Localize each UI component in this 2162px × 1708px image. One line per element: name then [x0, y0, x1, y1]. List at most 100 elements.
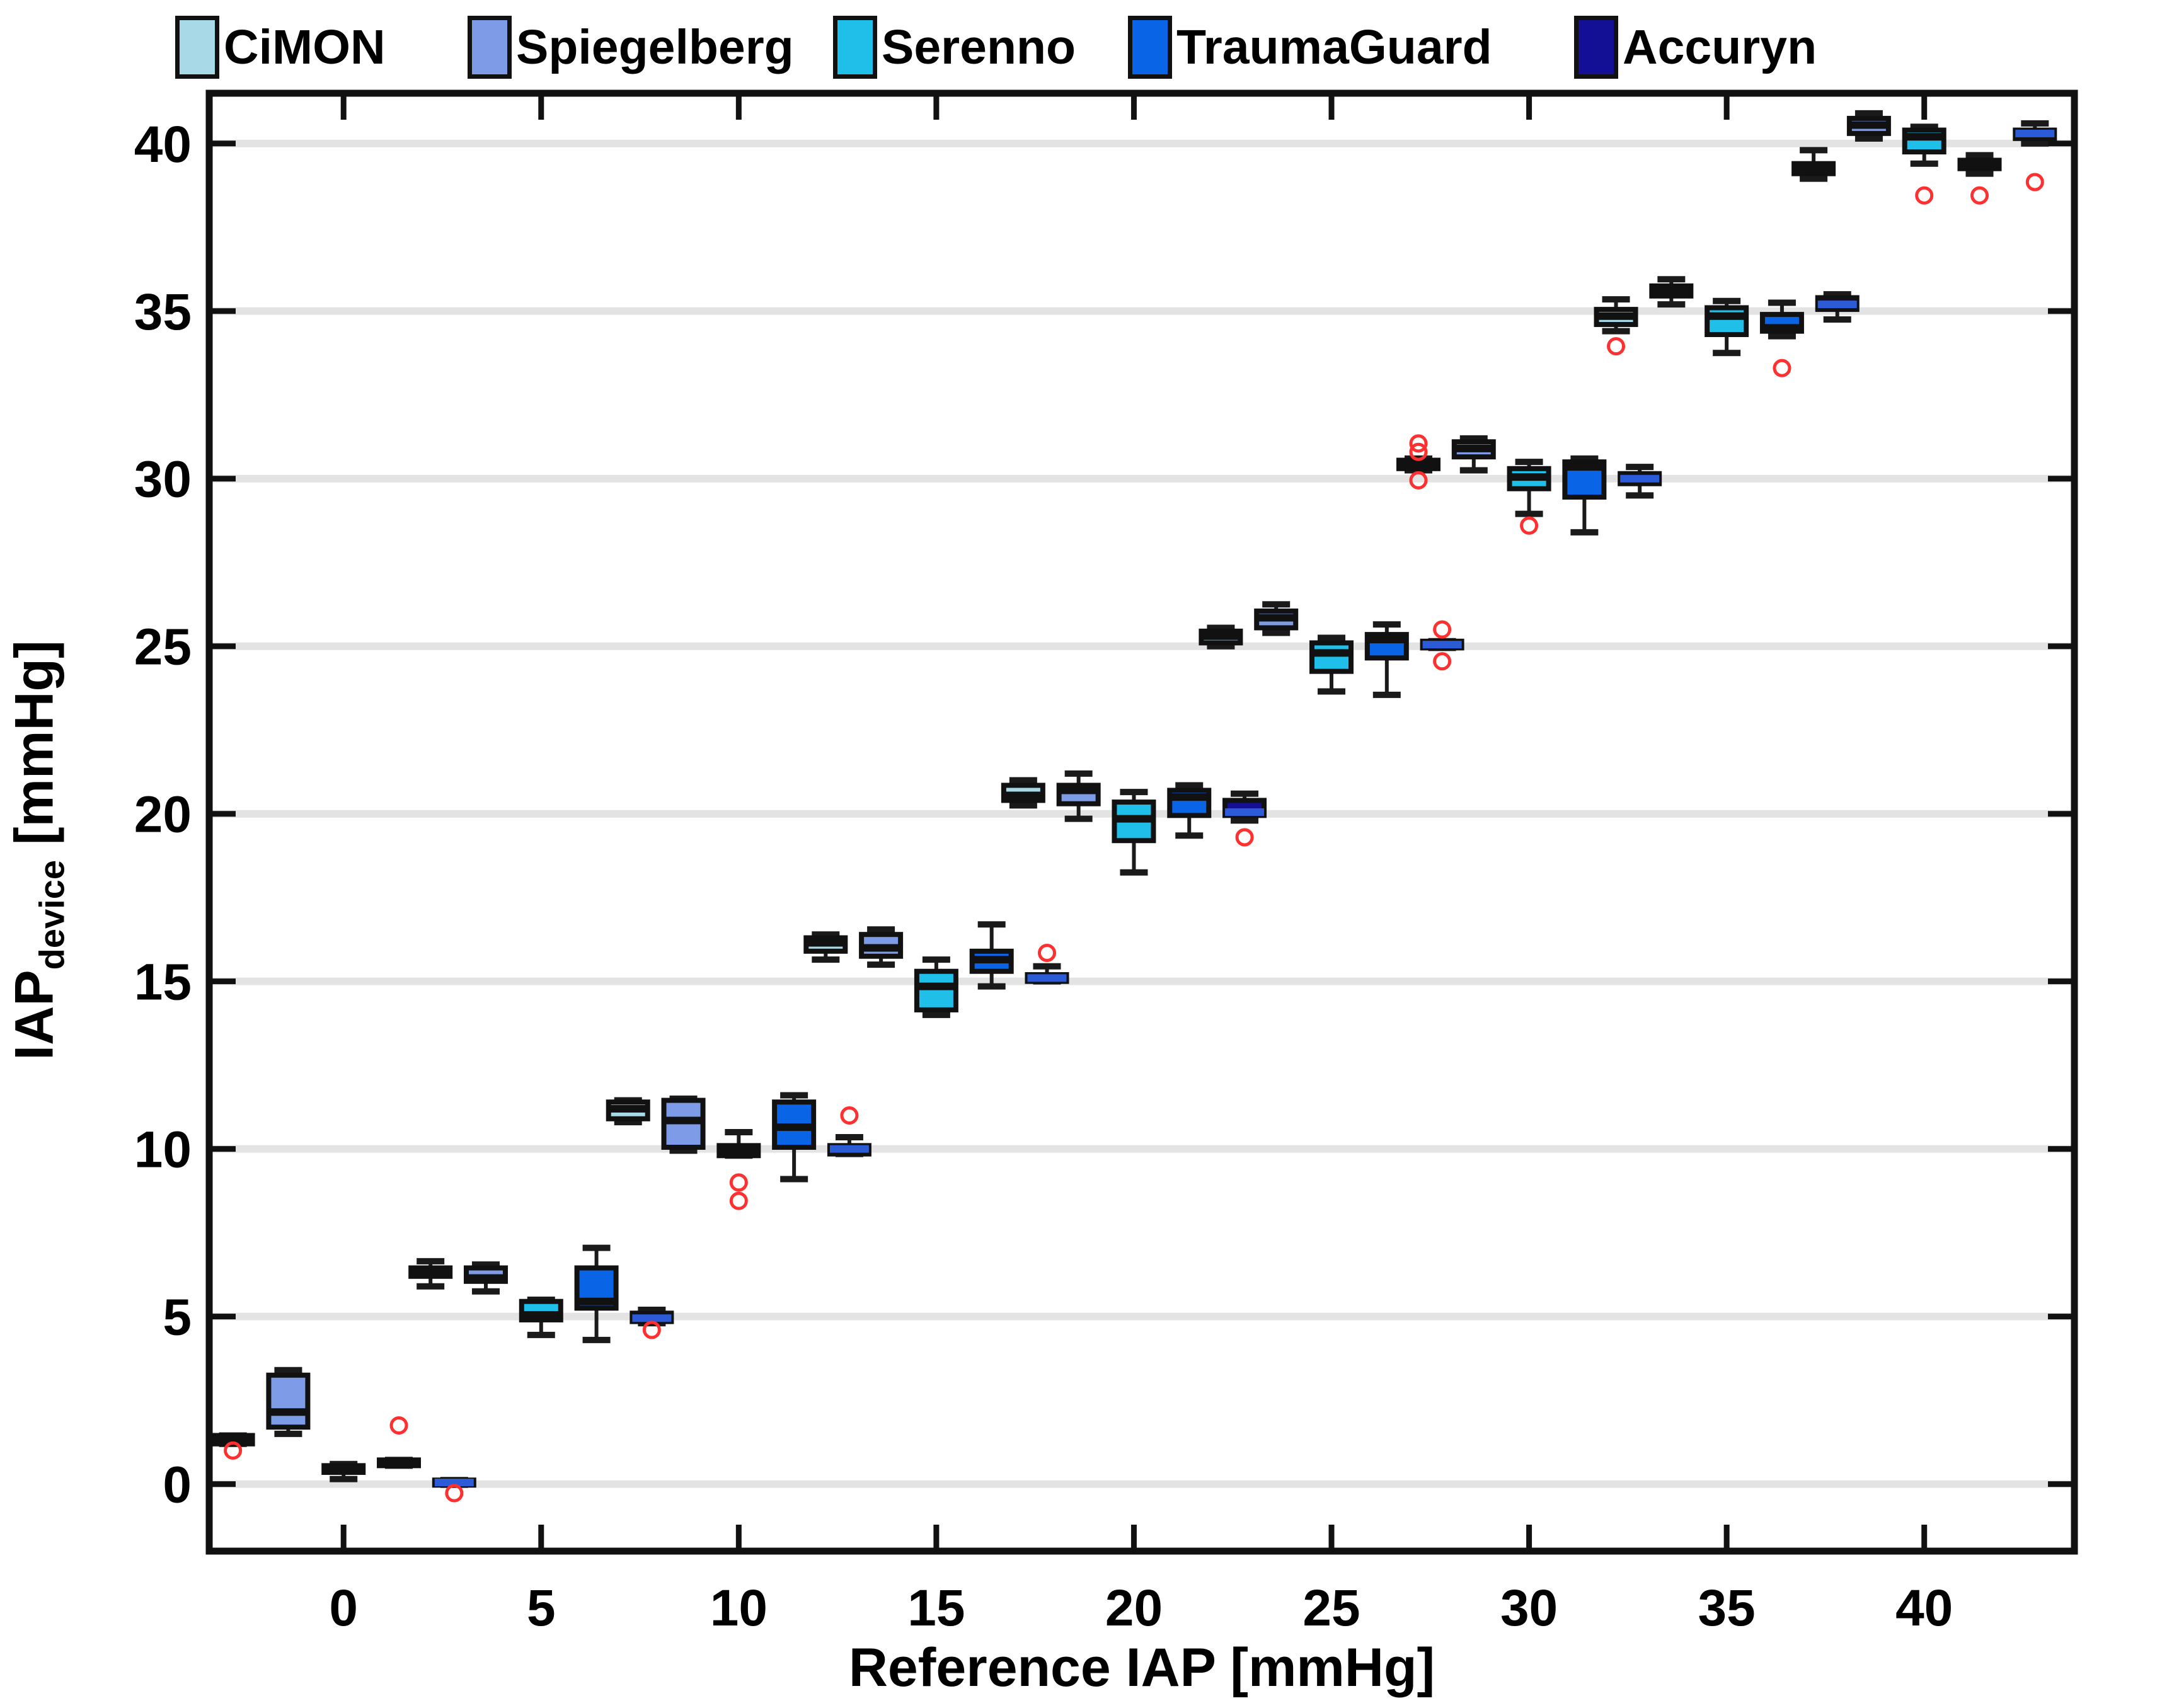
box-rect [914, 968, 958, 1012]
box-serenno-ref20 [1112, 789, 1156, 876]
outlier-marker [1433, 652, 1452, 671]
box-traumaguard-ref15 [969, 921, 1014, 990]
y-tick-label-25: 25 [134, 619, 192, 676]
legend-item-serenno: Serenno [833, 10, 1076, 84]
x-tick-label-0: 0 [329, 1579, 358, 1637]
box-traumaguard-ref10 [772, 1092, 817, 1183]
box-accuryn-ref35 [1815, 291, 1860, 323]
box-serenno-ref5 [519, 1297, 563, 1338]
box-serenno-ref25 [1309, 634, 1354, 695]
outlier-marker [1409, 471, 1428, 490]
box-traumaguard-ref30 [1562, 455, 1607, 536]
box-spiegelberg-ref30 [1451, 435, 1496, 474]
box-accuryn-ref30 [1618, 464, 1662, 499]
y-axis-label-subscript: device [32, 860, 72, 970]
outlier-marker [729, 1173, 748, 1192]
box-traumaguard-ref25 [1364, 621, 1409, 698]
box-serenno-ref0 [321, 1460, 366, 1482]
box-rect [1705, 305, 1749, 338]
y-tick-label-15: 15 [134, 954, 192, 1011]
legend-label-spiegelberg: Spiegelberg [516, 20, 794, 74]
box-accuryn-ref25 [1420, 620, 1464, 671]
box-accuryn-ref10 [827, 1106, 871, 1157]
outlier-marker [1037, 943, 1056, 962]
outlier-marker [2025, 173, 2044, 192]
box-spiegelberg-ref15 [859, 926, 904, 968]
outlier-marker [729, 1191, 748, 1210]
outlier-marker [389, 1416, 408, 1435]
legend-item-cimon: CiMON [175, 10, 386, 84]
box-traumaguard-ref5 [574, 1244, 619, 1343]
box-cimon-ref30 [1396, 434, 1440, 490]
y-tick-label-35: 35 [134, 284, 192, 341]
box-cimon-ref20 [1001, 777, 1045, 809]
box-accuryn-ref0 [432, 1477, 476, 1503]
x-tick-label-30: 30 [1500, 1579, 1558, 1637]
outlier-marker [1915, 186, 1934, 205]
x-tick-label-40: 40 [1895, 1579, 1953, 1637]
legend-swatch-traumaguard [1128, 16, 1172, 79]
box-rect [1309, 640, 1354, 674]
y-tick-label-5: 5 [163, 1289, 192, 1346]
box-spiegelberg-ref10 [661, 1095, 706, 1154]
x-tick-label-25: 25 [1302, 1579, 1360, 1637]
outlier-marker [224, 1441, 243, 1460]
box-cimon-ref25 [1199, 624, 1243, 650]
box-spiegelberg-ref0 [266, 1367, 311, 1437]
outlier-marker [1235, 828, 1254, 847]
box-cimon-ref5 [408, 1258, 453, 1290]
box-cimon-ref0 [210, 1432, 255, 1460]
outlier-marker [1607, 337, 1626, 356]
x-tick-label-5: 5 [527, 1579, 556, 1637]
outlier-marker [1433, 620, 1452, 639]
legend-item-traumaguard: TraumaGuard [1128, 10, 1492, 84]
y-tick-label-10: 10 [134, 1121, 192, 1179]
legend-swatch-spiegelberg [468, 16, 512, 79]
legend-item-spiegelberg: Spiegelberg [468, 10, 794, 84]
box-serenno-ref15 [914, 956, 958, 1018]
box-spiegelberg-ref25 [1254, 601, 1299, 636]
box-spiegelberg-ref5 [463, 1261, 508, 1295]
y-axis-label-unit: [mmHg] [4, 640, 65, 861]
box-spiegelberg-ref40 [1846, 110, 1891, 142]
y-tick-label-20: 20 [134, 786, 192, 844]
box-serenno-ref30 [1507, 459, 1551, 535]
legend-swatch-serenno [833, 16, 877, 79]
box-traumaguard-ref20 [1167, 782, 1212, 839]
box-spiegelberg-ref20 [1056, 770, 1101, 822]
box-rect [266, 1372, 311, 1430]
outlier-marker [840, 1106, 859, 1125]
box-traumaguard-ref0 [377, 1416, 422, 1469]
box-spiegelberg-ref35 [1649, 276, 1694, 308]
box-accuryn-ref20 [1222, 790, 1267, 847]
y-axis-label-prefix: IAP [4, 970, 65, 1060]
x-tick-label-20: 20 [1105, 1579, 1163, 1637]
legend-swatch-accuryn [1574, 16, 1618, 79]
box-serenno-ref35 [1705, 297, 1749, 357]
box-cimon-ref10 [606, 1097, 650, 1126]
box-accuryn-ref15 [1025, 943, 1069, 985]
x-axis-label: Reference IAP [mmHg] [848, 1637, 1435, 1698]
y-axis-label: IAPdevice [mmHg] [4, 441, 72, 1260]
legend-item-accuryn: Accuryn [1574, 10, 1817, 84]
legend-label-cimon: CiMON [224, 20, 386, 74]
x-tick-label-15: 15 [907, 1579, 965, 1637]
legend-label-traumaguard: TraumaGuard [1176, 20, 1492, 74]
x-tick-label-35: 35 [1698, 1579, 1756, 1637]
outlier-marker [642, 1321, 661, 1339]
plot-border [205, 89, 2078, 1555]
y-tick-label-30: 30 [134, 451, 192, 508]
outlier-marker [1409, 434, 1428, 453]
box-serenno-ref10 [716, 1129, 761, 1210]
box-accuryn-ref5 [630, 1306, 674, 1339]
y-tick-label-0: 0 [163, 1457, 192, 1514]
outlier-marker [1773, 358, 1791, 377]
outlier-marker [1970, 186, 1989, 205]
legend-label-serenno: Serenno [882, 20, 1076, 74]
box-cimon-ref15 [803, 931, 848, 963]
box-traumaguard-ref40 [1957, 152, 2002, 205]
outlier-marker [1409, 442, 1428, 461]
y-tick-label-40: 40 [134, 116, 192, 173]
